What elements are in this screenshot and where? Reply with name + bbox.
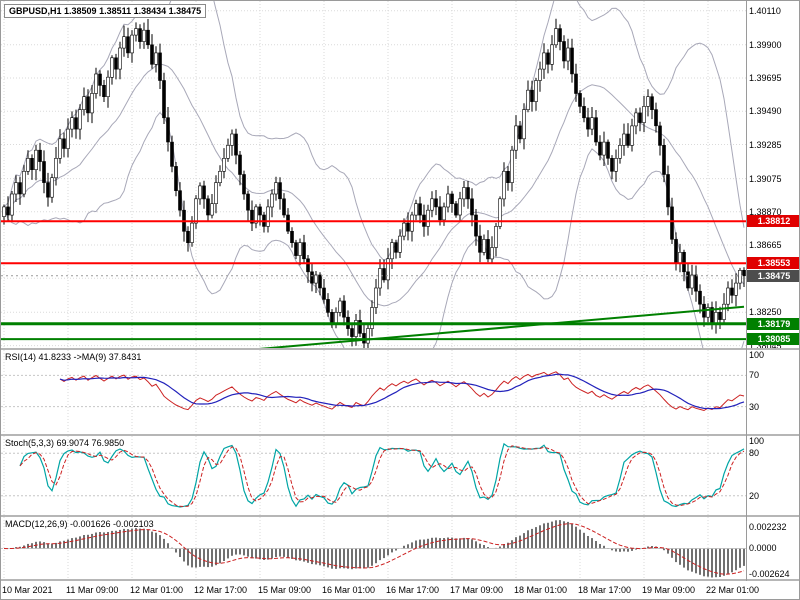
- macd-label: MACD(12,26,9) -0.001626 -0.002103: [5, 519, 154, 529]
- price-axis-label: 1.39695: [749, 73, 782, 83]
- time-axis-label: 11 Mar 09:00: [66, 585, 119, 595]
- panel-separator[interactable]: [1, 348, 799, 350]
- macd-axis-label: 0.002232: [749, 522, 787, 532]
- main-price-axis[interactable]: 1.40110 1.39900 1.39695 1.39490 1.39285 1.390…: [747, 1, 799, 348]
- macd-panel[interactable]: 0.002232 0.0000 -0.002624 MACD(12,26,9) -0…: [1, 517, 799, 579]
- price-axis-label: 1.39285: [749, 140, 782, 150]
- time-axis-label: 18 Mar 17:00: [578, 585, 632, 595]
- price-level-badge: 1.38812: [747, 215, 799, 227]
- stochastic-axis-label: 80: [749, 448, 760, 458]
- price-level-badge: 1.38553: [747, 257, 799, 269]
- price-axis-label: 1.38665: [749, 240, 782, 250]
- macd-axis-label: 0.0000: [749, 543, 777, 553]
- stochastic-axis-label: 100: [749, 436, 765, 446]
- stochastic-axis-label: 20: [749, 491, 760, 501]
- time-axis-label: 12 Mar 17:00: [194, 585, 248, 595]
- axis-separator: [746, 1, 747, 581]
- ohlc-values: 1.38509 1.38511 1.38434 1.38475: [64, 6, 202, 16]
- price-axis-label: 1.38250: [749, 307, 782, 317]
- price-axis-label: 1.38870: [749, 207, 782, 217]
- rsi-axis: 100 70 30: [747, 350, 799, 434]
- chart-title: GBPUSD,H1 1.38509 1.38511 1.38434 1.3847…: [4, 4, 207, 18]
- stochastic-label: Stoch(5,3,3) 69.9074 76.9850: [5, 438, 125, 448]
- time-axis-label: 19 Mar 09:00: [642, 585, 696, 595]
- time-axis-label: 16 Mar 01:00: [322, 585, 376, 595]
- symbol-timeframe: GBPUSD,H1: [9, 6, 62, 16]
- time-axis-label: 16 Mar 17:00: [386, 585, 440, 595]
- time-axis-label: 18 Mar 01:00: [514, 585, 568, 595]
- panel-separator[interactable]: [1, 579, 799, 581]
- panel-separator[interactable]: [1, 434, 799, 436]
- rsi-panel[interactable]: 100 70 30 RSI(14) 41.8233 ->MA(9) 37.8431: [1, 350, 799, 434]
- stochastic-axis: 100 80 20: [747, 436, 799, 515]
- rsi-plot[interactable]: [1, 350, 746, 434]
- stochastic-plot[interactable]: [1, 436, 746, 515]
- time-axis[interactable]: 10 Mar 2021 11 Mar 09:00 12 Mar 01:00 12 Ma…: [1, 581, 799, 599]
- macd-plot[interactable]: [1, 517, 746, 579]
- time-axis-label: 10 Mar 2021: [2, 585, 53, 595]
- panel-separator[interactable]: [1, 515, 799, 517]
- price-axis-label: 1.39075: [749, 174, 782, 184]
- stochastic-panel[interactable]: 100 80 20 Stoch(5,3,3) 69.9074 76.9850: [1, 436, 799, 515]
- rsi-axis-label: 100: [749, 350, 765, 360]
- time-axis-label: 22 Mar 01:00: [706, 585, 760, 595]
- time-axis-label: 17 Mar 09:00: [450, 585, 504, 595]
- price-axis-label: 1.39900: [749, 40, 782, 50]
- macd-axis-label: -0.002624: [749, 569, 790, 579]
- candlestick-plot[interactable]: [1, 1, 746, 348]
- price-level-badge: 1.38475: [747, 270, 799, 282]
- main-chart-panel[interactable]: 1.40110 1.39900 1.39695 1.39490 1.39285 1.390…: [1, 1, 799, 348]
- price-level-badge: 1.38179: [747, 318, 799, 330]
- rsi-label: RSI(14) 41.8233 ->MA(9) 37.8431: [5, 352, 142, 362]
- rsi-axis-label: 70: [749, 370, 760, 380]
- time-axis-label: 15 Mar 09:00: [258, 585, 312, 595]
- macd-axis: 0.002232 0.0000 -0.002624: [747, 517, 799, 579]
- rsi-axis-label: 30: [749, 402, 760, 412]
- price-level-badge: 1.38085: [747, 333, 799, 345]
- time-axis-label: 12 Mar 01:00: [130, 585, 184, 595]
- price-axis-label: 1.39490: [749, 106, 782, 116]
- price-axis-label: 1.40110: [749, 6, 781, 16]
